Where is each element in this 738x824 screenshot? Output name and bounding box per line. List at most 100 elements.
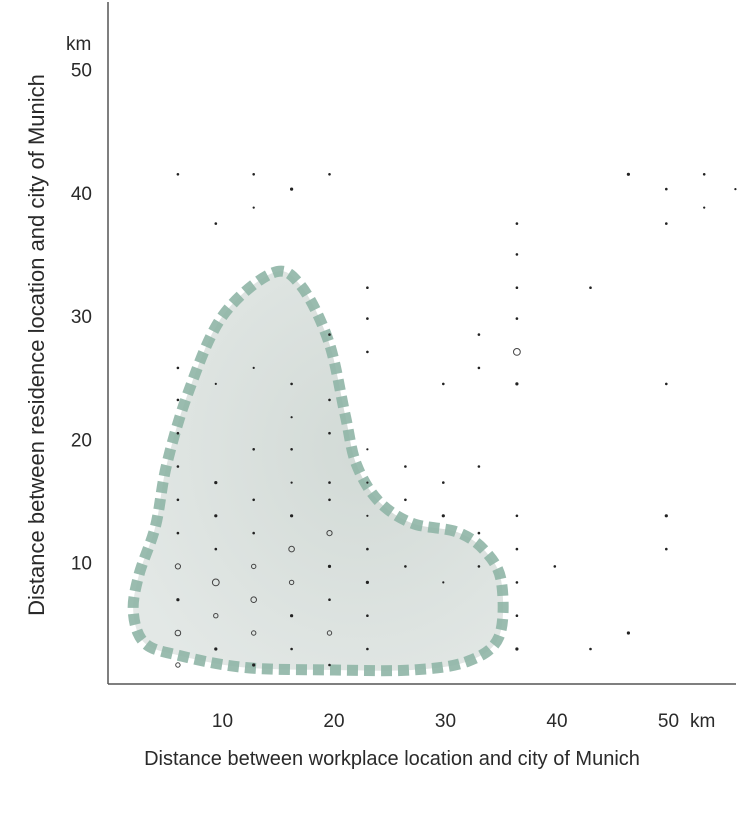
scatter-point-87 (214, 647, 218, 651)
scatter-point-67 (327, 564, 332, 569)
scatter-point-29 (665, 382, 668, 386)
scatter-point-62 (366, 547, 369, 551)
scatter-point-48 (328, 498, 331, 502)
scatter-point-66 (251, 563, 257, 570)
scatter-point-90 (515, 647, 519, 651)
scatter-point-71 (211, 578, 220, 587)
scatter-point-0 (176, 173, 180, 176)
scatter-point-61 (288, 545, 295, 553)
scatter-point-36 (290, 448, 293, 451)
scatter-point-95 (734, 188, 737, 191)
scatter-point-30 (176, 398, 180, 402)
scatter-point-78 (328, 598, 331, 601)
scatter-point-69 (477, 565, 481, 568)
y-tick-label-40: 40 (71, 184, 92, 205)
scatter-point-70 (553, 565, 557, 568)
scatter-point-74 (442, 581, 445, 584)
scatter-point-51 (290, 514, 294, 518)
scatter-point-86 (626, 631, 631, 635)
scatter-point-20 (366, 350, 369, 354)
scatter-point-1 (252, 173, 255, 176)
scatter-point-53 (441, 514, 445, 518)
scatter-point-73 (365, 580, 369, 585)
scatter-point-33 (176, 431, 180, 435)
x-tick-label-20: 20 (323, 711, 344, 732)
scatter-point-8 (703, 206, 706, 209)
scatter-point-76 (176, 598, 180, 602)
scatter-point-84 (251, 630, 257, 636)
scatter-point-4 (702, 173, 706, 176)
y-tick-label-20: 20 (71, 430, 92, 451)
scatter-point-56 (176, 531, 180, 535)
scatter-point-9 (214, 222, 218, 225)
scatter-point-40 (477, 465, 481, 468)
scatter-point-18 (328, 333, 331, 336)
scatter-point-80 (290, 614, 294, 618)
scatter-point-54 (515, 514, 519, 518)
scatter-point-77 (250, 596, 257, 604)
scatter-point-46 (176, 498, 180, 502)
scatter-point-50 (214, 514, 218, 518)
scatter-point-15 (589, 286, 592, 290)
scatter-point-79 (213, 613, 219, 619)
x-tick-label-40: 40 (546, 711, 567, 732)
scatter-point-45 (442, 481, 445, 484)
y-tick-label-50: 50 (71, 61, 92, 82)
scatter-point-42 (214, 481, 218, 485)
scatter-point-23 (252, 366, 255, 369)
axes (107, 2, 736, 685)
highlight-region-fill (133, 271, 504, 671)
scatter-point-38 (176, 465, 180, 468)
x-unit-label: km (690, 711, 715, 732)
scatter-point-12 (515, 253, 519, 256)
scatter-point-21 (513, 348, 521, 356)
scatter-point-72 (288, 579, 295, 586)
scatter-point-75 (515, 581, 519, 584)
scatter-point-92 (175, 662, 181, 668)
scatter-point-64 (665, 547, 668, 551)
scatter-point-49 (404, 498, 407, 502)
scatter-point-63 (515, 547, 519, 551)
scatter-point-34 (328, 431, 331, 435)
scatter-point-7 (252, 206, 255, 209)
scatter-point-58 (326, 530, 333, 537)
scatter-point-94 (328, 663, 331, 667)
scatter-point-68 (404, 565, 407, 568)
scatter-point-65 (174, 563, 181, 570)
x-tick-label-10: 10 (212, 711, 233, 732)
scatter-point-81 (366, 614, 369, 617)
scatter-point-32 (290, 416, 293, 419)
y-tick-label-10: 10 (71, 554, 92, 575)
scatter-point-13 (366, 286, 369, 290)
scatter-point-11 (665, 222, 668, 225)
scatter-point-44 (366, 481, 369, 484)
scatter-point-14 (515, 286, 519, 290)
x-tick-label-50: 50 (658, 711, 679, 732)
x-tick-labels: 10 20 30 40 50 (212, 711, 679, 732)
y-axis-title: Distance between residence location and … (24, 74, 49, 616)
highlight-region-outline (127, 265, 509, 677)
x-axis-title: Distance between workplace location and … (144, 748, 640, 770)
scatter-point-88 (290, 647, 293, 651)
scatter-point-82 (515, 614, 519, 617)
scatter-point-17 (515, 317, 519, 320)
scatter-point-43 (290, 481, 293, 484)
scatter-point-27 (442, 382, 445, 386)
scatter-point-91 (589, 647, 592, 651)
scatter-points (174, 172, 737, 668)
scatter-point-41 (328, 481, 331, 484)
y-tick-label-30: 30 (71, 307, 92, 328)
y-unit-label: km (66, 34, 91, 55)
scatter-point-35 (252, 448, 255, 451)
scatter-point-10 (515, 222, 519, 225)
scatter-point-24 (477, 366, 481, 370)
scatter-point-28 (515, 382, 519, 386)
highlight-region (127, 265, 509, 677)
scatter-point-60 (214, 547, 218, 551)
scatter-point-5 (290, 187, 294, 191)
scatter-point-93 (252, 663, 256, 667)
scatter-point-47 (252, 498, 255, 502)
scatter-point-26 (290, 382, 293, 386)
y-tick-labels: 10 20 30 40 50 (71, 61, 92, 575)
